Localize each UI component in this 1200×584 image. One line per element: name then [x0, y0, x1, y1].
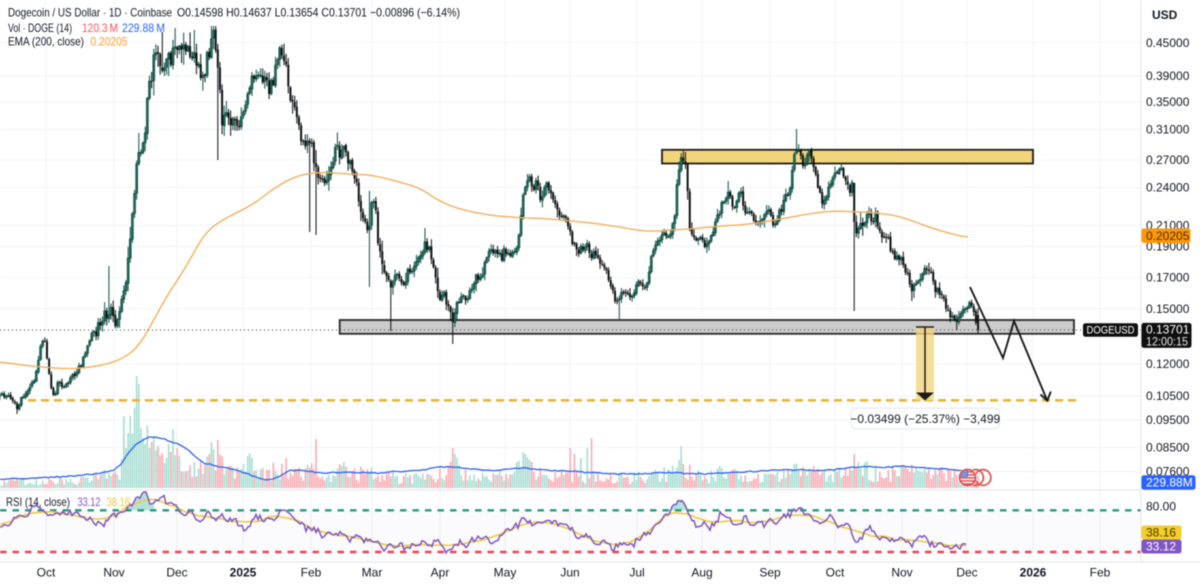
svg-text:0.31000: 0.31000 — [1146, 123, 1190, 137]
svg-text:12:00:15: 12:00:15 — [1146, 334, 1188, 348]
svg-text:USD: USD — [1152, 8, 1178, 22]
svg-text:Mar: Mar — [362, 566, 383, 580]
svg-text:0.15000: 0.15000 — [1146, 302, 1190, 316]
svg-text:0.24000: 0.24000 — [1146, 181, 1190, 195]
svg-text:80.00: 80.00 — [1146, 500, 1176, 514]
svg-text:Nov: Nov — [103, 566, 124, 580]
svg-text:0.45000: 0.45000 — [1146, 36, 1190, 50]
svg-text:DOGEUSD: DOGEUSD — [1087, 325, 1135, 337]
svg-text:Aug: Aug — [691, 566, 712, 580]
svg-text:0.13701: 0.13701 — [1146, 322, 1190, 336]
svg-text:0.07600: 0.07600 — [1146, 465, 1190, 479]
svg-text:Apr: Apr — [431, 566, 450, 580]
svg-text:0.12000: 0.12000 — [1146, 357, 1190, 371]
svg-text:EMA (200, close)0.20205: EMA (200, close) 0.20205 — [8, 34, 128, 48]
svg-text:0.09500: 0.09500 — [1146, 413, 1190, 427]
svg-text:0.35000: 0.35000 — [1146, 95, 1190, 109]
svg-text:Dec: Dec — [166, 566, 187, 580]
svg-text:0.10500: 0.10500 — [1146, 389, 1190, 403]
svg-text:0.20205: 0.20205 — [1146, 229, 1190, 243]
svg-text:0.08500: 0.08500 — [1146, 441, 1190, 455]
svg-text:Feb: Feb — [1090, 566, 1111, 580]
svg-text:Oct: Oct — [37, 566, 56, 580]
svg-text:Sep: Sep — [759, 566, 781, 580]
svg-text:0.27000: 0.27000 — [1146, 153, 1190, 167]
svg-text:38.16: 38.16 — [1146, 526, 1176, 540]
svg-text:−0.03499 (−25.37%) −3,499: −0.03499 (−25.37%) −3,499 — [850, 412, 1000, 426]
svg-text:0.19000: 0.19000 — [1146, 240, 1190, 254]
svg-text:2025: 2025 — [230, 566, 257, 580]
svg-text:0.39000: 0.39000 — [1146, 69, 1190, 83]
svg-text:May: May — [494, 566, 517, 580]
svg-text:0.17000: 0.17000 — [1146, 271, 1190, 285]
svg-text:Jun: Jun — [560, 566, 579, 580]
svg-text:Nov: Nov — [891, 566, 912, 580]
svg-text:Jul: Jul — [629, 566, 644, 580]
svg-text:Feb: Feb — [301, 566, 322, 580]
svg-text:2026: 2026 — [1020, 566, 1047, 580]
svg-text:Dec: Dec — [956, 566, 977, 580]
svg-text:33.12: 33.12 — [1146, 540, 1176, 554]
svg-text:229.88M: 229.88M — [1146, 476, 1193, 490]
svg-text:Dogecoin / US Dollar · 1D · Co: Dogecoin / US Dollar · 1D · Coinbase O0.1… — [8, 5, 460, 19]
svg-text:Oct: Oct — [826, 566, 845, 580]
